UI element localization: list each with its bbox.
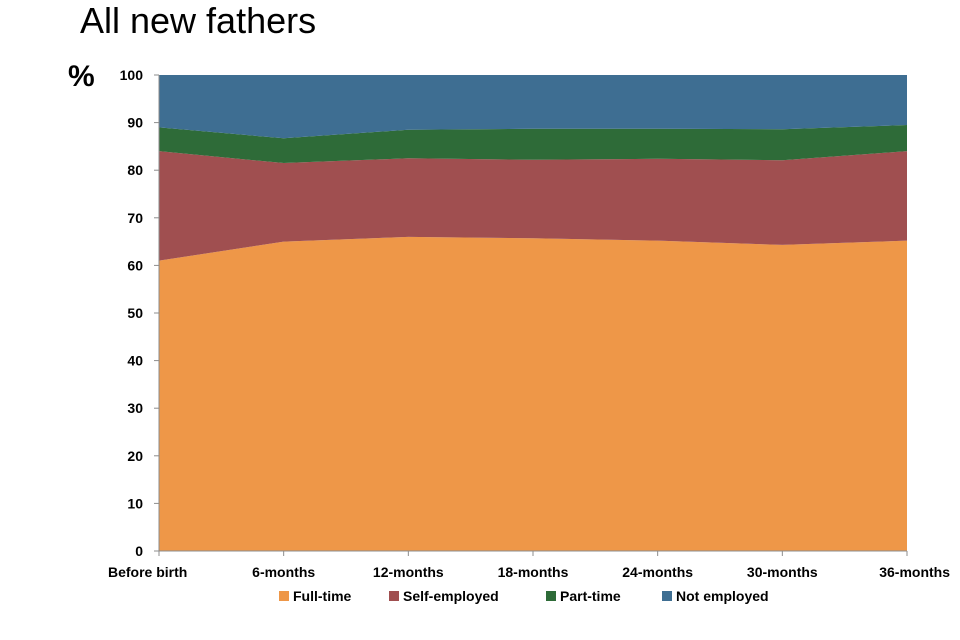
y-tick-label: 100 xyxy=(120,67,144,83)
legend-swatch xyxy=(389,591,399,601)
y-tick-label: 60 xyxy=(127,257,143,273)
x-tick-label: 36-months xyxy=(879,564,950,580)
y-tick-label: 0 xyxy=(135,543,143,559)
legend-swatch xyxy=(279,591,289,601)
y-tick-label: 20 xyxy=(127,448,143,464)
y-axis-unit-label: % xyxy=(68,60,95,93)
x-tick-label: 24-months xyxy=(622,564,693,580)
area-self-employed xyxy=(159,151,907,261)
area-not-employed xyxy=(159,75,907,139)
legend-label: Not employed xyxy=(676,588,769,604)
legend-item-part-time: Part-time xyxy=(546,588,621,604)
chart-title: All new fathers xyxy=(80,0,317,41)
x-tick-label: 12-months xyxy=(373,564,444,580)
y-tick-label: 10 xyxy=(127,495,143,511)
legend-swatch xyxy=(546,591,556,601)
legend-label: Self-employed xyxy=(403,588,499,604)
legend: Full-time Self-employed Part-time Not emplo… xyxy=(279,588,769,604)
x-tick-label: 18-months xyxy=(498,564,569,580)
legend-swatch xyxy=(662,591,672,601)
y-tick-label: 30 xyxy=(127,400,143,416)
y-tick-label: 70 xyxy=(127,210,143,226)
legend-label: Full-time xyxy=(293,588,352,604)
x-tick-label: 30-months xyxy=(747,564,818,580)
area-part-time xyxy=(159,124,907,164)
legend-item-full-time: Full-time xyxy=(279,588,352,604)
axes-group xyxy=(154,74,908,556)
y-tick-labels: 0 10 20 30 40 50 60 70 80 90 100 xyxy=(120,67,144,559)
x-tick-label: 6-months xyxy=(252,564,315,580)
x-tick-labels: Before birth 6-months 12-months 18-months 24… xyxy=(108,564,950,580)
area-series-group xyxy=(159,75,907,551)
y-tick-label: 90 xyxy=(127,115,143,131)
legend-item-not-employed: Not employed xyxy=(662,588,769,604)
y-tick-label: 40 xyxy=(127,353,143,369)
legend-label: Part-time xyxy=(560,588,621,604)
x-tick-label: Before birth xyxy=(108,564,187,580)
area-full-time xyxy=(159,236,907,551)
y-tick-label: 80 xyxy=(127,162,143,178)
y-tick-label: 50 xyxy=(127,305,143,321)
legend-item-self-employed: Self-employed xyxy=(389,588,499,604)
